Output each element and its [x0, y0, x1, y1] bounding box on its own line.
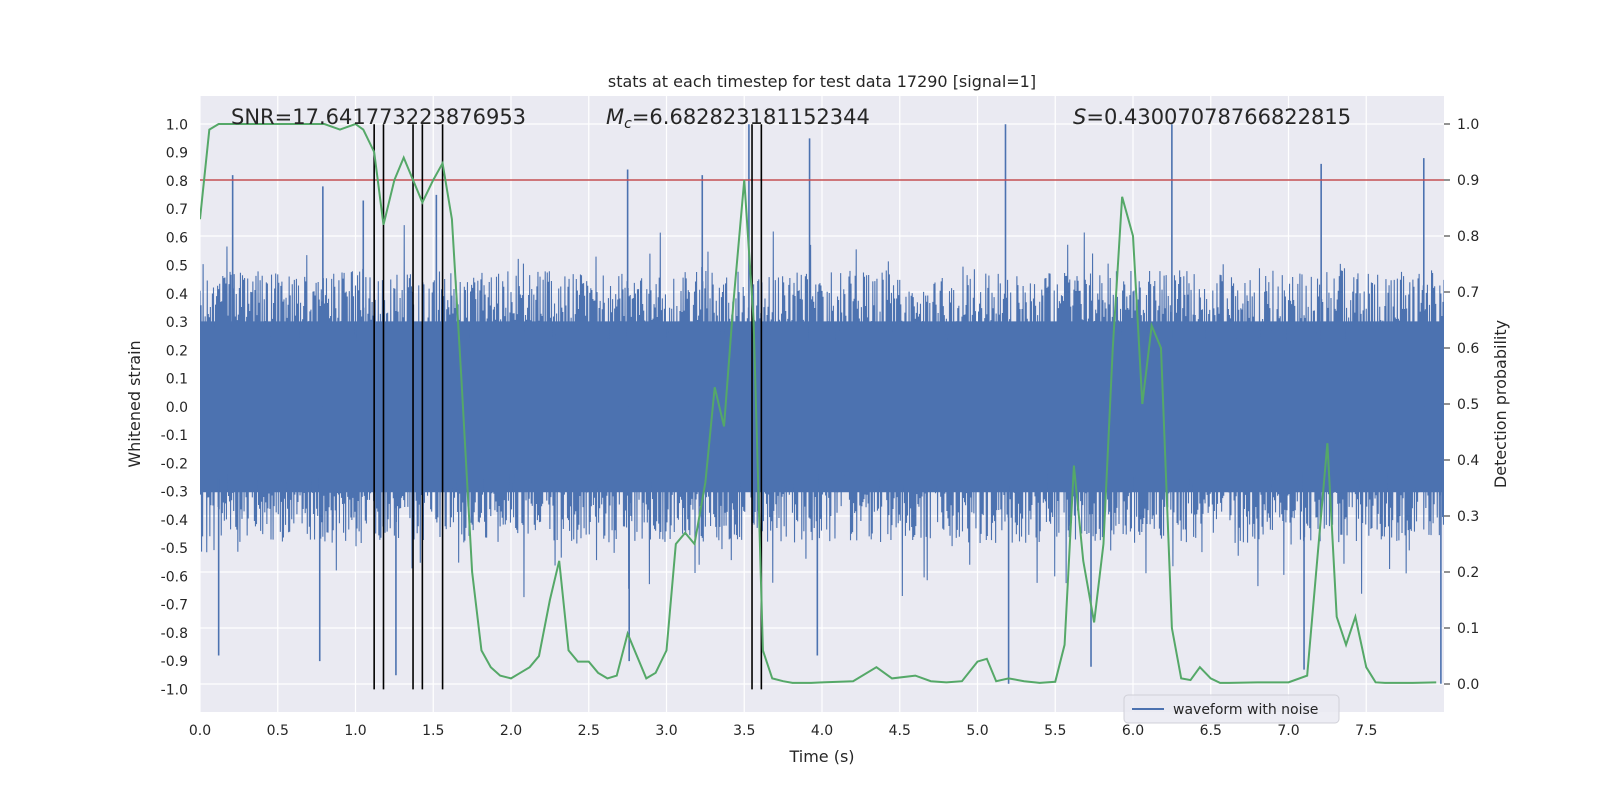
y-right-tick-label: 0.2: [1457, 565, 1479, 581]
y-left-tick-label: -0.8: [161, 626, 188, 642]
s-annotation: S=0.43007078766822815: [1073, 105, 1351, 129]
x-tick-label: 2.5: [578, 723, 600, 739]
x-axis-label: Time (s): [788, 747, 854, 766]
x-tick-label: 6.5: [1200, 723, 1222, 739]
y-left-tick-label: -0.6: [161, 569, 188, 585]
chart-title: stats at each timestep for test data 172…: [608, 72, 1036, 91]
waveform-line: [200, 225, 1444, 598]
y-right-axis-ticks: 1.0 0.9 0.8 0.7 0.6 0.5 0.4 0.3 0.2 0.1 0.0: [1444, 117, 1479, 693]
y-left-tick-label: 0.3: [166, 315, 188, 331]
y-left-tick-label: -0.3: [161, 485, 188, 501]
x-tick-label: 2.0: [500, 723, 522, 739]
y-left-tick-label: -1.0: [161, 682, 188, 698]
x-tick-label: 4.0: [811, 723, 833, 739]
y-right-tick-label: 0.9: [1457, 173, 1479, 189]
chirp-mass-subscript: c: [624, 116, 632, 132]
y-left-tick-label: 0.6: [166, 230, 188, 246]
snr-annotation: SNR=17.641773223876953: [231, 105, 526, 129]
y-left-tick-label: 0.7: [166, 202, 188, 218]
y-left-tick-label: -0.5: [161, 541, 188, 557]
legend-box: [1123, 694, 1340, 724]
y-right-tick-label: 0.5: [1457, 397, 1479, 413]
legend: waveform with noise: [1123, 694, 1340, 724]
y-left-tick-label: 0.0: [166, 400, 188, 416]
y-left-tick-label: 0.9: [166, 146, 188, 162]
s-symbol: S: [1073, 105, 1086, 129]
y-left-tick-label: 0.4: [166, 287, 188, 303]
y-right-tick-label: 0.3: [1457, 509, 1479, 525]
x-tick-label: 3.0: [655, 723, 677, 739]
y-left-tick-label: -0.2: [161, 456, 188, 472]
x-tick-label: 7.5: [1355, 723, 1377, 739]
y-left-tick-label: 1.0: [166, 117, 188, 133]
y-left-tick-label: -0.1: [161, 428, 188, 444]
y-left-tick-label: -0.9: [161, 654, 188, 670]
x-tick-label: 7.0: [1277, 723, 1299, 739]
y-left-tick-label: 0.2: [166, 343, 188, 359]
x-tick-label: 6.0: [1122, 723, 1144, 739]
x-tick-label: 4.5: [889, 723, 911, 739]
x-tick-label: 5.5: [1044, 723, 1066, 739]
x-tick-label: 3.5: [733, 723, 755, 739]
event-lines: [373, 124, 763, 690]
y-right-tick-label: 0.4: [1457, 453, 1479, 469]
x-tick-label: 0.0: [189, 723, 211, 739]
y-right-tick-label: 0.8: [1457, 229, 1479, 245]
y-left-tick-label: 0.1: [166, 372, 188, 388]
y-right-tick-label: 1.0: [1457, 117, 1479, 133]
chirp-mass-value: =6.682823181152344: [632, 105, 870, 129]
s-value: =0.43007078766822815: [1086, 105, 1351, 129]
y-left-axis-ticks: 1.0 0.9 0.8 0.7 0.6 0.5 0.4 0.3 0.2 0.1 0.0 -0.1 -0.…: [161, 117, 188, 698]
y-right-tick-label: 0.0: [1457, 677, 1479, 693]
legend-label: waveform with noise: [1173, 702, 1318, 718]
y-left-tick-label: 0.5: [166, 259, 188, 275]
x-tick-label: 0.5: [267, 723, 289, 739]
chirp-mass-symbol: M: [606, 105, 624, 129]
y-right-axis-label: Detection probability: [1491, 320, 1510, 488]
y-right-tick-label: 0.6: [1457, 341, 1479, 357]
y-left-axis-label: Whitened strain: [125, 340, 144, 467]
x-axis-ticks: 0.0 0.5 1.0 1.5 2.0 2.5 3.0 3.5 4.0 4.5 5.0 5.5 6.0 6…: [189, 723, 1378, 739]
y-right-tick-label: 0.7: [1457, 285, 1479, 301]
y-right-tick-label: 0.1: [1457, 621, 1479, 637]
y-left-tick-label: -0.4: [161, 513, 188, 529]
x-tick-label: 5.0: [966, 723, 988, 739]
chirp-mass-annotation: Mc=6.682823181152344: [606, 105, 870, 132]
x-tick-label: 1.5: [422, 723, 444, 739]
detection-probability-line: [200, 122, 1437, 684]
y-left-tick-label: 0.8: [166, 174, 188, 190]
x-tick-label: 1.0: [344, 723, 366, 739]
waveform-spikes: [217, 124, 1442, 684]
y-left-tick-label: -0.7: [161, 598, 188, 614]
